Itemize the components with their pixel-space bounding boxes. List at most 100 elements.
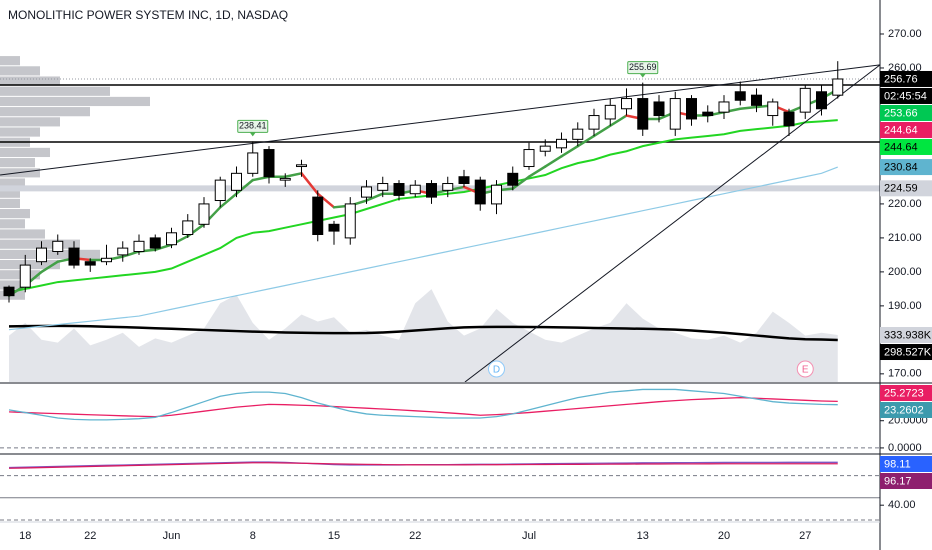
y-tick-label: 40.00 [888,499,916,511]
volume-profile-bar [0,239,80,249]
candle-body [344,203,356,239]
event-marker [488,360,505,378]
candle-body [263,149,275,178]
y-tick-label: 170.00 [888,368,922,380]
candle-body [572,128,584,140]
volume-profile-bar [0,147,50,158]
ma-segment [527,165,547,178]
volume-profile-bar [0,117,60,127]
volume-profile-bar [0,188,20,198]
ma-segment [511,175,531,190]
volume-profile-bar [0,158,35,168]
indicator-value: 96.17 [884,475,912,487]
price-label-box [880,121,932,138]
indicator-value: 98.11 [884,458,911,470]
trendline [0,64,880,176]
price-label-box [880,344,932,361]
event-label: D [493,365,500,376]
x-tick-label: 22 [409,530,421,542]
candle-body [458,176,470,185]
candle-body [588,115,600,130]
ma-segment [235,178,254,195]
candle-body [198,203,210,225]
high-label-pointer [249,132,256,137]
volume-profile-bar [0,107,90,117]
x-tick-label: 18 [19,530,31,542]
volume-profile-bar [0,127,40,137]
ma-segment [284,172,303,178]
volume-area [9,289,838,382]
x-tick-label: Jul [522,530,536,542]
volume-profile-bar [0,66,40,76]
candle-body [133,240,145,252]
volume-profile-bar [0,229,45,239]
event-marker [796,360,814,378]
ma-line [8,166,838,331]
candle-body [783,111,795,127]
ma-segment [40,260,59,274]
indicator-value-box [880,473,932,489]
indicator-line [8,388,838,421]
high-label-pointer [639,73,646,78]
candle-body [832,78,844,96]
candle-body [799,87,811,113]
x-tick-label: 22 [84,530,96,542]
y-tick-label: 210.00 [888,232,922,244]
candle-body [166,232,177,246]
price-label: 298.527K [884,346,932,358]
candle-body [377,183,389,191]
candle-body [296,164,307,168]
volume-profile-bar [0,249,100,259]
candle-body [442,183,454,191]
price-label-box [880,159,932,176]
ma-segment [592,124,612,138]
candle-body [247,152,259,174]
candle-body [604,104,616,120]
ma-segment [576,134,596,148]
candle-body [182,220,194,236]
candle-body [149,237,161,249]
ma-segment [121,250,141,258]
y-tick-label: 190.00 [888,300,922,312]
candle-body [231,172,242,191]
candle-body [409,184,421,195]
axes: 270.00 260.00 220.00 210.00 200.00 190.00 170.… [19,28,932,542]
candle-body [637,98,649,130]
candle-body [361,186,372,198]
volume-profile-bar [0,259,60,270]
volume-profile-bar [0,209,30,219]
x-tick-label: 8 [250,530,256,542]
candle-body [686,98,697,120]
volume-profile-bar [0,96,150,107]
candle-body [539,145,551,152]
price-label: 333.938K [884,329,932,341]
ma-segment [219,192,238,209]
indicator-value-box [880,456,932,472]
candle-body [279,177,291,181]
candle-body [751,94,762,106]
price-label: 244.64 [884,141,918,153]
price-label-box [880,180,932,197]
candle-body [117,247,129,256]
candle-body [474,179,486,205]
indicator-value: 25.2723 [884,387,924,399]
price-label-box [880,87,932,104]
candle-body [101,257,112,263]
candle-body [3,286,15,297]
price-label-box [880,70,932,87]
candle-body [52,240,64,252]
candle-body [734,91,746,101]
candle-body [328,223,340,232]
trendline [464,64,880,382]
ma-segment [365,192,384,202]
x-tick-label: 27 [799,530,811,542]
candle-body [393,183,405,196]
candle-body [767,101,779,117]
y-tick-label: 220.00 [888,198,922,210]
candle-body [718,101,730,113]
indicator-value: 23.2602 [884,404,924,416]
indicator-value-box [880,402,932,418]
price-label: 230.84 [884,161,918,173]
volume-profile-bar [0,219,25,229]
